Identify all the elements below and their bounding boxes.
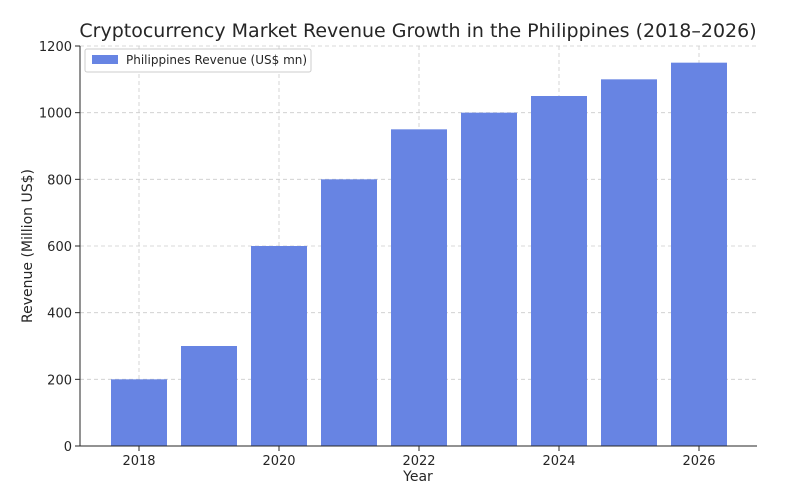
bar-2026	[671, 62, 727, 447]
y-ticks: 0 200 400 600 800 1000 1200	[39, 40, 80, 455]
bar-2025	[601, 79, 657, 446]
x-tick-label: 2024	[542, 454, 575, 469]
bar-2020	[251, 246, 307, 446]
y-axis-label: Revenue (Million US$)	[20, 169, 36, 323]
bars	[111, 62, 727, 447]
bar-2018	[111, 379, 167, 446]
x-ticks: 2018 2020 2022 2024 2026	[122, 446, 716, 469]
bar-2024	[531, 96, 587, 446]
x-tick-label: 2022	[402, 454, 435, 469]
bar-2023	[461, 112, 517, 447]
x-tick-label: 2026	[682, 454, 715, 469]
y-tick-label: 1200	[39, 40, 72, 55]
bar-2019	[181, 346, 237, 446]
x-axis-label: Year	[402, 469, 433, 485]
bar-2022	[391, 129, 447, 447]
y-tick-label: 600	[47, 240, 72, 255]
legend-label: Philippines Revenue (US$ mn)	[126, 53, 307, 67]
y-tick-label: 1000	[39, 107, 72, 122]
x-tick-label: 2018	[122, 454, 155, 469]
bar-2021	[321, 179, 377, 447]
y-tick-label: 400	[47, 307, 72, 322]
y-tick-label: 200	[47, 373, 72, 388]
legend-frame	[84, 48, 312, 73]
x-tick-label: 2020	[262, 454, 295, 469]
legend: Philippines Revenue (US$ mn)	[84, 48, 312, 73]
chart-title: Cryptocurrency Market Revenue Growth in …	[79, 20, 756, 42]
legend-swatch	[92, 55, 118, 64]
y-tick-label: 800	[47, 173, 72, 188]
y-tick-label: 0	[64, 440, 72, 455]
